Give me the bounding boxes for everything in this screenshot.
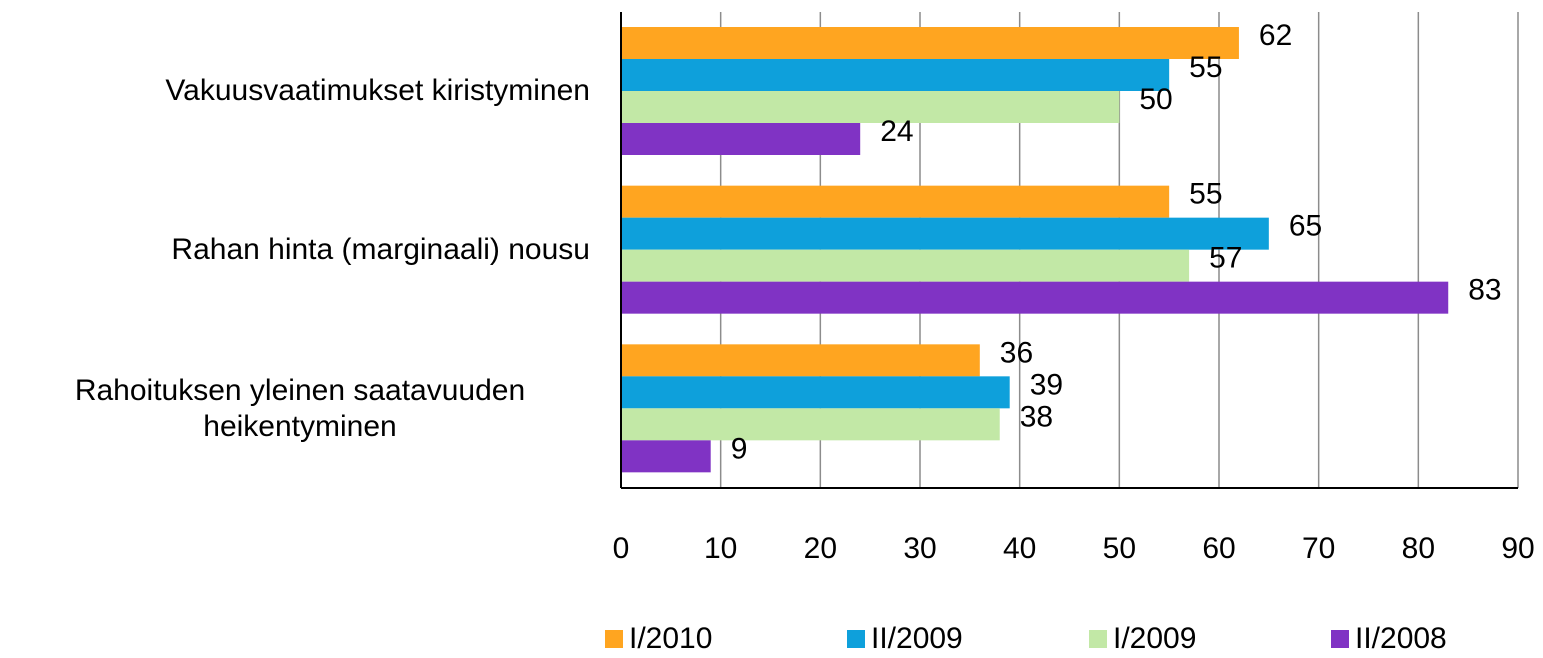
- x-tick-label: 10: [704, 532, 737, 565]
- category-label: Rahoituksen yleinen saatavuuden heikenty…: [0, 373, 590, 445]
- data-label: 36: [1000, 336, 1033, 369]
- legend-label: II/2009: [871, 622, 963, 655]
- data-label: 50: [1139, 83, 1172, 116]
- bar: [621, 249, 1190, 282]
- x-tick-label: 60: [1202, 532, 1235, 565]
- category-label: Vakuusvaatimukset kiristyminen: [0, 73, 590, 109]
- legend-swatch: [1331, 630, 1349, 648]
- bar: [621, 217, 1269, 250]
- data-label: 62: [1259, 19, 1292, 52]
- category-label: Rahan hinta (marginaali) nousu: [0, 232, 590, 268]
- x-tick-label: 40: [1003, 532, 1036, 565]
- legend-label: II/2008: [1355, 622, 1447, 655]
- x-tick-label: 20: [804, 532, 837, 565]
- bar: [621, 344, 980, 377]
- legend-swatch: [847, 630, 865, 648]
- data-label: 55: [1189, 178, 1222, 211]
- bar: [621, 185, 1170, 218]
- data-label: 39: [1030, 368, 1063, 401]
- legend-label: I/2009: [1113, 622, 1196, 655]
- category-text: Rahan hinta (marginaali) nousu: [171, 233, 590, 266]
- bar: [621, 281, 1449, 314]
- data-label: 55: [1189, 51, 1222, 84]
- x-tick-label: 90: [1501, 532, 1534, 565]
- data-label: 24: [880, 115, 913, 148]
- bar: [621, 59, 1170, 91]
- bar: [621, 91, 1120, 123]
- legend-label: I/2010: [629, 622, 712, 655]
- legend-swatch: [605, 630, 623, 648]
- bar: [621, 440, 711, 473]
- x-tick-label: 30: [903, 532, 936, 565]
- legend-swatch: [1089, 630, 1107, 648]
- data-label: 38: [1020, 400, 1053, 433]
- x-tick-label: 70: [1302, 532, 1335, 565]
- bar: [621, 123, 861, 155]
- data-label: 83: [1468, 274, 1501, 307]
- data-label: 65: [1289, 210, 1322, 243]
- data-label: 9: [731, 432, 748, 465]
- x-tick-label: 80: [1402, 532, 1435, 565]
- bar: [621, 376, 1010, 409]
- x-tick-label: 50: [1103, 532, 1136, 565]
- category-text: Vakuusvaatimukset kiristyminen: [165, 74, 590, 108]
- bar: [621, 408, 1000, 441]
- bar: [621, 27, 1239, 59]
- x-tick-label: 0: [613, 532, 630, 565]
- category-text: Rahoituksen yleinen saatavuuden heikenty…: [74, 373, 526, 443]
- data-label: 57: [1209, 242, 1242, 275]
